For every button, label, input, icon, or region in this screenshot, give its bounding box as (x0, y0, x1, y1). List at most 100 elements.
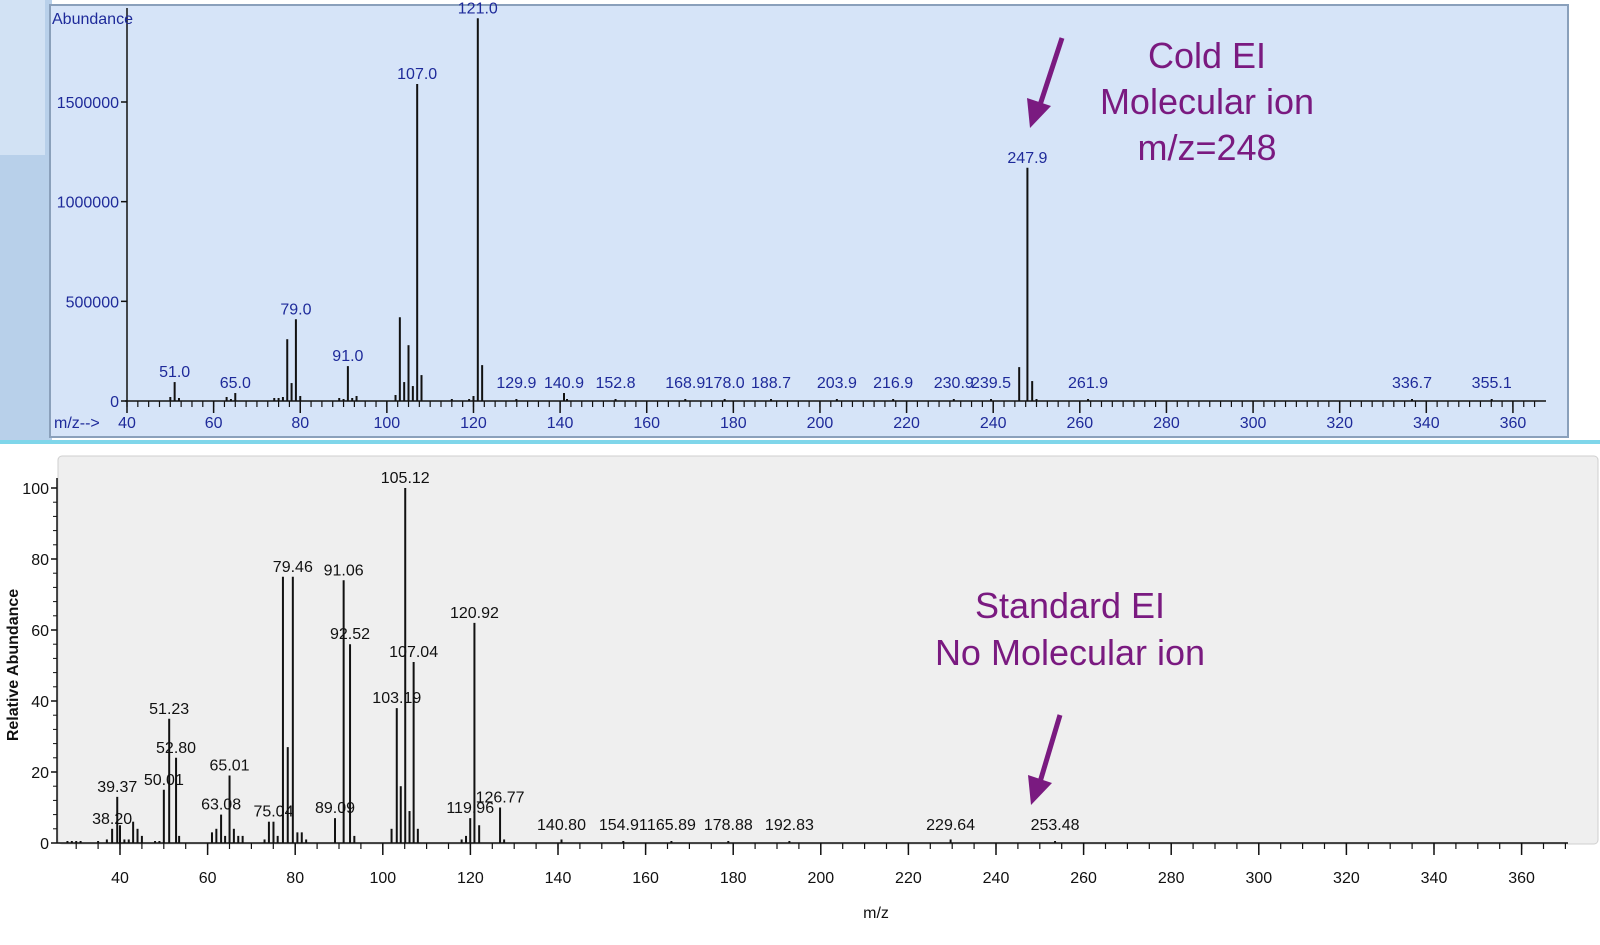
peak-label: 229.64 (926, 817, 975, 834)
y-tick-label: 1000000 (57, 195, 119, 212)
x-tick-label: 320 (1326, 415, 1353, 432)
peak-label: 355.1 (1472, 375, 1512, 392)
peak-label: 51.23 (149, 701, 189, 718)
x-tick-label: 80 (286, 870, 304, 887)
x-tick-label: 40 (111, 870, 129, 887)
annotation-line: Standard EI (975, 585, 1165, 626)
x-tick-label: 220 (893, 415, 920, 432)
y-tick-label: 80 (31, 552, 49, 569)
annotation-line: Molecular ion (1100, 81, 1314, 122)
peak-label: 38.20 (92, 811, 132, 828)
x-tick-label: 180 (720, 870, 747, 887)
annotation-line: Cold EI (1148, 35, 1266, 76)
peak-label: 178.88 (704, 817, 753, 834)
peak-label: 107.04 (389, 644, 438, 661)
peak-label: 247.9 (1007, 150, 1047, 167)
x-tick-label: 260 (1066, 415, 1093, 432)
peak-label: 230.9 (934, 375, 974, 392)
x-tick-label: 340 (1421, 870, 1448, 887)
peak-label: 140.9 (544, 375, 584, 392)
x-tick-label: 340 (1413, 415, 1440, 432)
peak-label: 119.96 (446, 800, 494, 817)
peak-label: 192.83 (765, 817, 814, 834)
x-tick-label: 360 (1508, 870, 1535, 887)
x-tick-label: 60 (205, 415, 223, 432)
y-axis-label: Relative Abundance (5, 589, 22, 741)
x-tick-label: 360 (1500, 415, 1527, 432)
peak-label: 52.80 (156, 740, 196, 757)
y-tick-label: 100 (22, 481, 49, 498)
x-tick-label: 100 (369, 870, 396, 887)
left-strip-highlight (0, 0, 45, 155)
x-tick-label: 40 (118, 415, 136, 432)
x-axis-label: m/z--> (54, 415, 100, 432)
x-tick-label: 160 (633, 415, 660, 432)
arrow-icon (1027, 37, 1065, 128)
bottom-plot-area (57, 455, 1599, 845)
peak-label: 79.46 (273, 559, 313, 576)
peak-label: 91.06 (324, 562, 364, 579)
peak-label: 103.19 (372, 690, 421, 707)
peak-label: 188.7 (751, 375, 791, 392)
peak-label: 336.7 (1392, 375, 1432, 392)
peak-label: 253.48 (1031, 817, 1080, 834)
peak-label: 154.91 (599, 817, 648, 834)
peak-label: 39.37 (97, 779, 137, 796)
annotation-line: m/z=248 (1137, 127, 1276, 168)
cold-ei-annotation: Cold EI Molecular ion m/z=248 (1027, 35, 1314, 168)
y-axis-label: Abundance (52, 11, 133, 28)
y-tick-label: 20 (31, 765, 49, 782)
y-tick-label: 1500000 (57, 95, 119, 112)
x-tick-label: 180 (720, 415, 747, 432)
peak-label: 107.0 (397, 66, 437, 83)
x-axis-label: m/z (863, 905, 889, 922)
peak-label: 203.9 (817, 375, 857, 392)
annotation-line: No Molecular ion (935, 632, 1205, 673)
peak-label: 91.0 (332, 348, 363, 365)
peak-label: 92.52 (330, 626, 370, 643)
peak-label: 105.12 (381, 470, 430, 487)
x-tick-label: 120 (457, 870, 484, 887)
peak-label: 79.0 (280, 301, 311, 318)
peak-label: 216.9 (873, 375, 913, 392)
peak-label: 65.01 (210, 758, 250, 775)
top-panel (49, 4, 1569, 438)
x-tick-label: 140 (547, 415, 574, 432)
peak-label: 165.89 (647, 817, 696, 834)
peak-label: 261.9 (1068, 375, 1108, 392)
standard-ei-annotation: Standard EI No Molecular ion (935, 585, 1205, 805)
x-tick-label: 200 (807, 415, 834, 432)
y-tick-label: 0 (110, 394, 119, 411)
peak-label: 120.92 (450, 605, 499, 622)
y-tick-label: 500000 (66, 294, 119, 311)
peak-label: 152.8 (596, 375, 636, 392)
x-tick-label: 280 (1153, 415, 1180, 432)
peak-label: 51.0 (159, 364, 190, 381)
y-tick-label: 60 (31, 623, 49, 640)
peak-label: 129.9 (496, 375, 536, 392)
y-tick-label: 0 (40, 836, 49, 853)
x-tick-label: 200 (807, 870, 834, 887)
x-tick-label: 240 (983, 870, 1010, 887)
x-tick-label: 120 (460, 415, 487, 432)
x-tick-label: 320 (1333, 870, 1360, 887)
peak-label: 126.77 (476, 790, 525, 807)
peak-label: 239.5 (971, 375, 1011, 392)
x-tick-label: 60 (199, 870, 217, 887)
x-tick-label: 160 (632, 870, 659, 887)
x-tick-label: 80 (291, 415, 309, 432)
peak-label: 65.0 (220, 375, 251, 392)
peak-label: 63.08 (201, 797, 241, 814)
peak-label: 50.01 (144, 772, 184, 789)
x-tick-label: 240 (980, 415, 1007, 432)
x-tick-label: 260 (1070, 870, 1097, 887)
cold-ei-spectrum: 40 60 80 100 120 140 160 180 200 220 240 260 280 300 3… (52, 0, 1546, 432)
x-tick-label: 220 (895, 870, 922, 887)
y-tick-label: 40 (31, 694, 49, 711)
peak-label: 168.9 (665, 375, 705, 392)
arrow-icon (1028, 714, 1063, 805)
x-tick-label: 300 (1240, 415, 1267, 432)
peak-label: 121.0 (458, 0, 498, 17)
x-tick-label: 300 (1245, 870, 1272, 887)
x-tick-label: 280 (1158, 870, 1185, 887)
